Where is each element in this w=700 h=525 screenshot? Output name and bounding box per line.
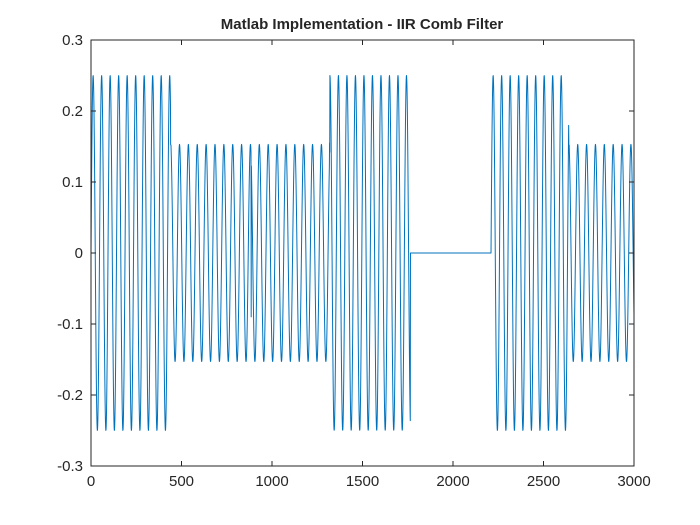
y-tick-label: -0.3: [57, 458, 83, 475]
y-tick-label: 0.1: [62, 174, 83, 191]
series-line-output: [90, 75, 635, 431]
y-tick-label: 0.2: [62, 103, 83, 120]
y-tick-label: -0.1: [57, 316, 83, 333]
x-tick-label: 2000: [436, 473, 469, 490]
x-tick-label: 3000: [617, 473, 650, 490]
axes-box: [90, 39, 635, 467]
x-tick-label: 500: [169, 473, 194, 490]
y-tick-label: 0.3: [62, 32, 83, 49]
x-tick-label: 0: [87, 473, 95, 490]
x-tick-label: 1000: [255, 473, 288, 490]
x-tick-label: 1500: [346, 473, 379, 490]
chart-title: Matlab Implementation - IIR Comb Filter: [221, 16, 504, 33]
y-tick-label: -0.2: [57, 387, 83, 404]
series-layer: [90, 75, 635, 431]
x-tick-label: 2500: [527, 473, 560, 490]
ticks-layer: 0 500 1000 1500 2000 2500 3000 -0.3 -0.2 -0.1 0 0.1…: [57, 32, 651, 490]
y-tick-label: 0: [75, 245, 83, 262]
